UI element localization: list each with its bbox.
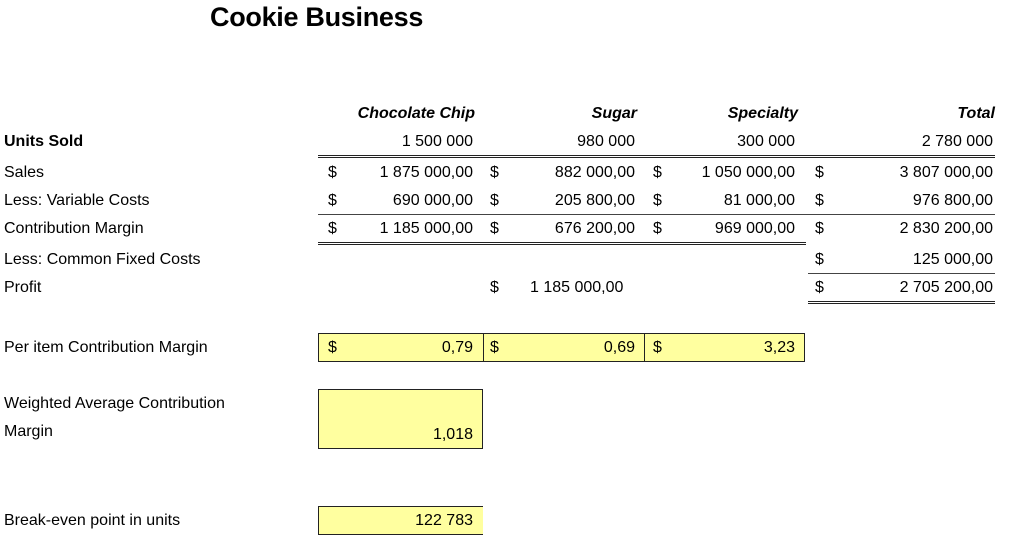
cell-units-total[interactable]: 2 780 000 (921, 133, 993, 150)
cell-vc-sugar[interactable]: 205 800,00 (554, 192, 635, 209)
cell-units-specialty[interactable]: 300 000 (737, 133, 795, 150)
cell-divider (483, 334, 484, 361)
currency-sign: $ (490, 192, 499, 209)
header-chocolate-chip[interactable]: Chocolate Chip (357, 105, 475, 122)
row-label-variable-costs[interactable]: Less: Variable Costs (4, 192, 150, 209)
currency-sign: $ (490, 164, 499, 181)
weighted-cm-highlight (318, 389, 483, 449)
currency-sign: $ (815, 220, 824, 237)
per-item-cm-highlight (318, 333, 805, 362)
cell-divider (644, 334, 645, 361)
row-label-sales[interactable]: Sales (4, 164, 45, 181)
cell-cm-specialty[interactable]: 969 000,00 (714, 220, 795, 237)
double-border-cm (318, 242, 806, 245)
double-border-units (318, 155, 995, 158)
currency-sign: $ (815, 251, 824, 268)
currency-sign: $ (815, 164, 824, 181)
cell-profit-sugar[interactable]: 1 185 000,00 (530, 279, 624, 296)
cell-per-item-chocolate-chip[interactable]: 0,79 (441, 339, 473, 356)
header-total[interactable]: Total (957, 105, 995, 122)
cell-weighted-cm-value[interactable]: 1,018 (432, 426, 473, 443)
cell-vc-total[interactable]: 976 800,00 (912, 192, 993, 209)
currency-sign: $ (328, 220, 337, 237)
currency-sign: $ (815, 279, 824, 296)
currency-sign: $ (328, 164, 337, 181)
cell-sales-specialty[interactable]: 1 050 000,00 (701, 164, 795, 181)
row-label-break-even[interactable]: Break-even point in units (4, 512, 181, 529)
double-border-profit (808, 301, 995, 304)
cell-break-even-value[interactable]: 122 783 (415, 512, 473, 529)
page-title: Cookie Business (210, 2, 424, 32)
cell-vc-chocolate-chip[interactable]: 690 000,00 (392, 192, 473, 209)
cell-units-sugar[interactable]: 980 000 (577, 133, 635, 150)
currency-sign: $ (328, 339, 337, 356)
cell-sales-total[interactable]: 3 807 000,00 (899, 164, 993, 181)
single-border-vc (318, 214, 995, 215)
row-label-units-sold[interactable]: Units Sold (4, 133, 84, 150)
cell-cm-total[interactable]: 2 830 200,00 (899, 220, 993, 237)
cell-units-chocolate-chip[interactable]: 1 500 000 (401, 133, 473, 150)
cell-cm-chocolate-chip[interactable]: 1 185 000,00 (379, 220, 473, 237)
cell-cm-sugar[interactable]: 676 200,00 (554, 220, 635, 237)
row-label-fixed-costs[interactable]: Less: Common Fixed Costs (4, 251, 201, 268)
single-border-fixed (808, 273, 995, 274)
cell-per-item-sugar[interactable]: 0,69 (603, 339, 635, 356)
currency-sign: $ (653, 192, 662, 209)
cell-profit-total[interactable]: 2 705 200,00 (899, 279, 993, 296)
currency-sign: $ (490, 339, 499, 356)
row-label-per-item-cm[interactable]: Per item Contribution Margin (4, 339, 208, 356)
row-label-weighted-cm-line1[interactable]: Weighted Average Contribution (4, 395, 225, 412)
break-even-highlight (318, 506, 483, 535)
currency-sign: $ (815, 192, 824, 209)
currency-sign: $ (653, 339, 662, 356)
cell-fixed-total[interactable]: 125 000,00 (912, 251, 993, 268)
cell-vc-specialty[interactable]: 81 000,00 (723, 192, 795, 209)
currency-sign: $ (653, 164, 662, 181)
currency-sign: $ (328, 192, 337, 209)
currency-sign: $ (653, 220, 662, 237)
row-label-contribution-margin[interactable]: Contribution Margin (4, 220, 144, 237)
cell-sales-sugar[interactable]: 882 000,00 (554, 164, 635, 181)
cell-sales-chocolate-chip[interactable]: 1 875 000,00 (379, 164, 473, 181)
currency-sign: $ (490, 279, 499, 296)
cell-per-item-specialty[interactable]: 3,23 (763, 339, 795, 356)
currency-sign: $ (490, 220, 499, 237)
row-label-weighted-cm-line2: Margin (4, 423, 53, 440)
row-label-profit[interactable]: Profit (4, 279, 42, 296)
header-sugar[interactable]: Sugar (591, 105, 637, 122)
header-specialty[interactable]: Specialty (727, 105, 798, 122)
